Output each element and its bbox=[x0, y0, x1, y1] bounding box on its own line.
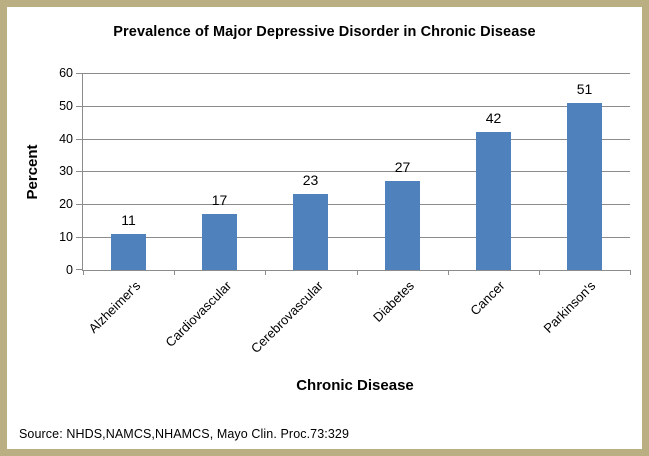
x-axis-title: Chronic Disease bbox=[296, 377, 414, 394]
y-tick-label-50: 50 bbox=[59, 99, 73, 113]
bar-cerebrovascular bbox=[293, 194, 328, 270]
x-category-label-parkinson-s: Parkinson's bbox=[540, 278, 599, 336]
chart-title: Prevalence of Major Depressive Disorder … bbox=[113, 24, 536, 40]
x-category-label-cerebrovascular: Cerebrovascular bbox=[247, 278, 326, 357]
y-axis-tick bbox=[76, 139, 83, 140]
y-axis-tick bbox=[76, 73, 83, 74]
x-axis-tick bbox=[83, 270, 84, 275]
value-label-cancer: 42 bbox=[485, 110, 502, 126]
bar-alzheimer-s bbox=[111, 234, 146, 270]
value-label-alzheimer-s: 11 bbox=[121, 212, 136, 228]
x-axis-tick bbox=[630, 270, 631, 275]
gridline-y-20 bbox=[83, 204, 630, 205]
value-label-cardiovascular: 17 bbox=[211, 192, 228, 208]
y-tick-label-40: 40 bbox=[59, 132, 73, 146]
x-category-label-cardiovascular: Cardiovascular bbox=[162, 278, 235, 350]
gridline-y-10 bbox=[83, 237, 630, 238]
gridline-y-40 bbox=[83, 139, 630, 140]
y-tick-label-0: 0 bbox=[66, 263, 73, 277]
y-axis-tick bbox=[76, 237, 83, 238]
y-axis-tick bbox=[76, 269, 83, 270]
y-tick-label-20: 20 bbox=[59, 197, 73, 211]
y-tick-label-10: 10 bbox=[59, 230, 73, 244]
x-axis-tick bbox=[539, 270, 540, 275]
y-axis-tick bbox=[76, 204, 83, 205]
source-note: Source: NHDS,NAMCS,NHAMCS, Mayo Clin. Pr… bbox=[19, 427, 349, 441]
x-category-label-diabetes: Diabetes bbox=[369, 278, 417, 325]
bar-cancer bbox=[476, 132, 511, 270]
x-axis-tick bbox=[357, 270, 358, 275]
bar-diabetes bbox=[385, 181, 420, 270]
value-label-diabetes: 27 bbox=[394, 159, 411, 175]
value-label-cerebrovascular: 23 bbox=[302, 172, 319, 188]
x-axis-tick bbox=[174, 270, 175, 275]
plot-area: 0 10 20 30 40 50 60 11 Alzheimer's 17 Cardiovascul… bbox=[59, 66, 631, 356]
y-tick-label-30: 30 bbox=[59, 164, 73, 178]
value-label-parkinson-s: 51 bbox=[576, 81, 593, 97]
bar-cardiovascular bbox=[202, 214, 237, 270]
gridline-y-50 bbox=[83, 106, 630, 107]
x-axis-tick bbox=[448, 270, 449, 275]
gridline-y-60 bbox=[83, 73, 630, 74]
gridline-y-30 bbox=[83, 171, 630, 172]
x-category-label-alzheimer-s: Alzheimer's bbox=[85, 278, 144, 336]
x-axis-tick bbox=[265, 270, 266, 275]
x-category-label-cancer: Cancer bbox=[467, 278, 508, 319]
y-axis-tick bbox=[76, 106, 83, 107]
y-axis-tick bbox=[76, 171, 83, 172]
bar-parkinson-s bbox=[567, 103, 602, 270]
y-tick-label-60: 60 bbox=[59, 66, 73, 80]
